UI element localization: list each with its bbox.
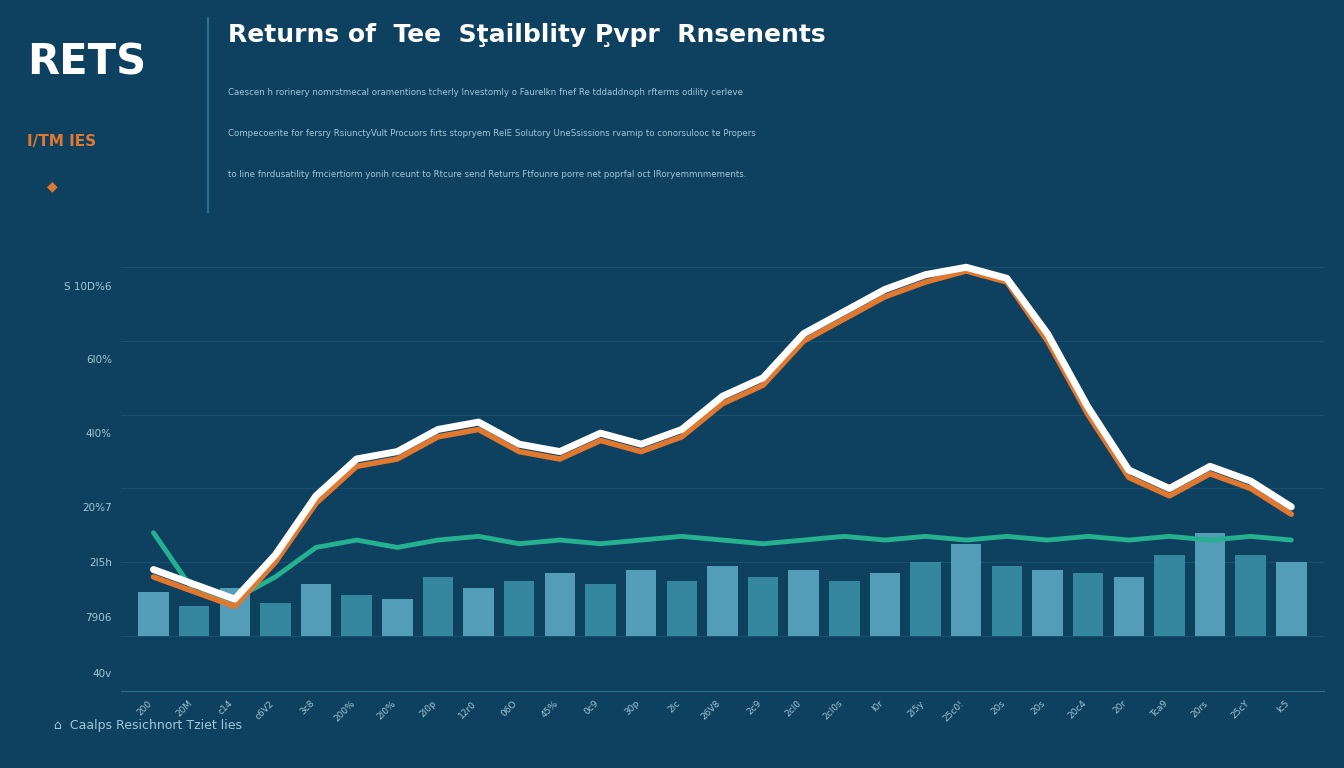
Bar bbox=[829, 581, 860, 636]
Bar bbox=[626, 570, 656, 636]
Text: RETS: RETS bbox=[27, 41, 146, 84]
Bar bbox=[707, 566, 738, 636]
Bar bbox=[382, 599, 413, 636]
Bar bbox=[1032, 570, 1063, 636]
Text: Compecoerite for fersry RsiunctyVult Procuors firts stopryem RelE Solutory UneSs: Compecoerite for fersry RsiunctyVult Pro… bbox=[228, 129, 757, 138]
Bar bbox=[423, 577, 453, 636]
Text: Returns of  Tee  Sţailblity P̧vpr  Rnsenents: Returns of Tee Sţailblity P̧vpr Rnsenen… bbox=[228, 23, 827, 47]
Bar bbox=[952, 544, 981, 636]
Bar bbox=[1275, 562, 1306, 636]
Bar bbox=[1073, 573, 1103, 636]
Bar bbox=[1195, 533, 1226, 636]
Bar bbox=[1235, 554, 1266, 636]
Bar bbox=[1114, 577, 1144, 636]
Bar bbox=[870, 573, 900, 636]
Bar bbox=[341, 595, 372, 636]
Text: I/TM IES: I/TM IES bbox=[27, 134, 95, 149]
Bar bbox=[219, 588, 250, 636]
Bar bbox=[464, 588, 493, 636]
Bar bbox=[261, 603, 290, 636]
Text: ◆: ◆ bbox=[47, 180, 58, 194]
Bar bbox=[585, 584, 616, 636]
Bar bbox=[1154, 554, 1184, 636]
Text: ⌂  Caalps Resichnort Tziet lies: ⌂ Caalps Resichnort Tziet lies bbox=[54, 720, 242, 732]
Bar bbox=[301, 584, 331, 636]
Bar bbox=[667, 581, 698, 636]
Bar bbox=[910, 562, 941, 636]
Bar bbox=[789, 570, 818, 636]
Bar bbox=[138, 591, 169, 636]
Bar bbox=[179, 607, 210, 636]
Bar bbox=[544, 573, 575, 636]
Bar bbox=[992, 566, 1021, 636]
Bar bbox=[504, 581, 535, 636]
Bar bbox=[747, 577, 778, 636]
Text: to line fnrdusatility fmciertiorm yonih rceunt to Rtcure send Returrs Ftfounre p: to line fnrdusatility fmciertiorm yonih … bbox=[228, 170, 747, 180]
Text: Caescen h rorinery nomrstmecal oramentions tcherly Investomly o Faurelkn fnef Re: Caescen h rorinery nomrstmecal oramentio… bbox=[228, 88, 743, 97]
